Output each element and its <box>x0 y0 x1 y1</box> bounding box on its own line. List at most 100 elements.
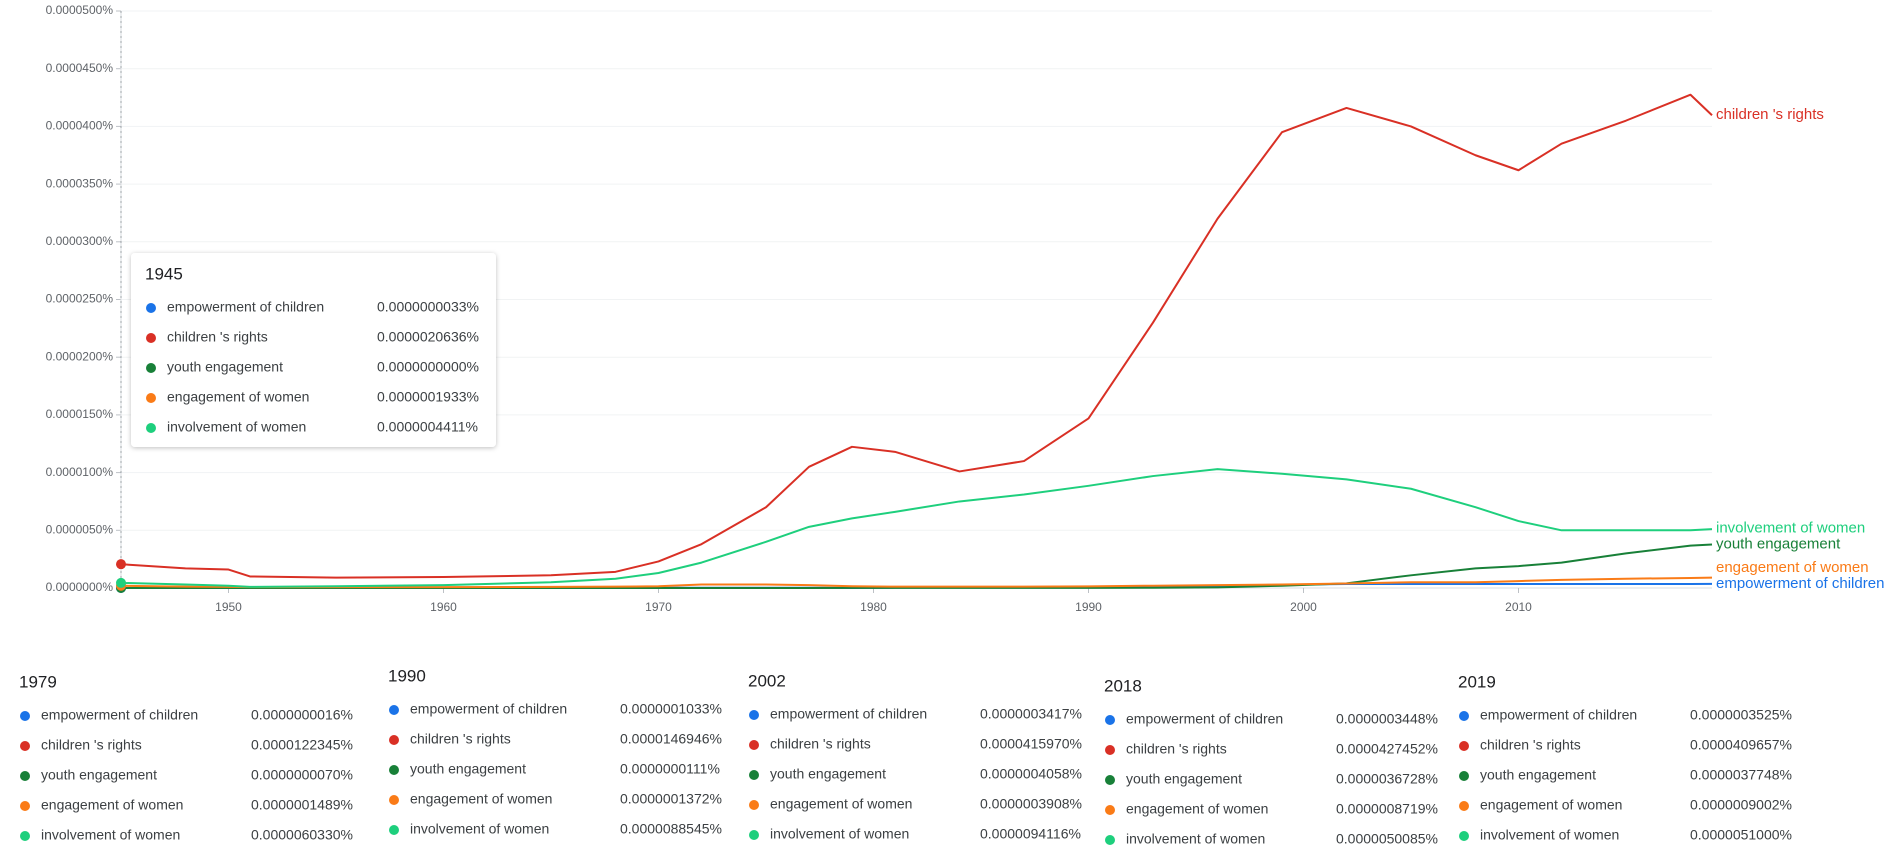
tooltip-value: 0.0000008719% <box>1336 801 1438 817</box>
tooltip-series-name: engagement of women <box>167 389 309 405</box>
tooltip-panel: 2002 empowerment of children 0.0000003417%… <box>748 671 1082 841</box>
tooltip-value: 0.0000051000% <box>1690 827 1792 843</box>
tooltip-swatch <box>20 711 30 721</box>
tooltip-panel: 2019 empowerment of children 0.0000003525%… <box>1458 672 1792 842</box>
tooltip-background <box>131 253 496 447</box>
tooltip-swatch <box>20 831 30 841</box>
tooltip-series-name: involvement of women <box>167 419 306 435</box>
tooltip-series-name: youth engagement <box>1480 767 1596 783</box>
tooltip-swatch <box>1459 831 1469 841</box>
tooltip-series-name: youth engagement <box>1126 771 1242 787</box>
tooltip-swatch <box>1105 775 1115 785</box>
tooltip-value: 0.0000088545% <box>620 821 722 837</box>
tooltip-series-name: youth engagement <box>770 766 886 782</box>
tooltip-series-name: empowerment of children <box>770 706 927 722</box>
series-line <box>120 468 1713 588</box>
x-tick-label: 1960 <box>430 600 457 614</box>
tooltip-swatch <box>146 363 156 373</box>
tooltip-year: 1945 <box>145 264 183 283</box>
tooltip-value: 0.0000001033% <box>620 701 722 717</box>
tooltip-series-name: involvement of women <box>41 827 180 843</box>
tooltip-value: 0.0000409657% <box>1690 737 1792 753</box>
tooltip-series-name: children 's rights <box>410 731 511 747</box>
tooltip-series-name: empowerment of children <box>410 701 567 717</box>
tooltip-swatch <box>1105 805 1115 815</box>
hover-dot <box>116 577 126 588</box>
series-end-label: children 's rights <box>1716 106 1824 123</box>
tooltip-series-name: children 's rights <box>41 737 142 753</box>
tooltip-swatch <box>749 770 759 780</box>
tooltip-series-name: involvement of women <box>770 826 909 842</box>
tooltip-value: 0.0000060330% <box>251 827 353 843</box>
x-tick-label: 2000 <box>1290 600 1317 614</box>
x-tick-label: 1990 <box>1075 600 1102 614</box>
tooltip-value: 0.0000001489% <box>251 797 353 813</box>
tooltip-value: 0.0000037748% <box>1690 767 1792 783</box>
tooltip-swatch <box>146 333 156 343</box>
tooltip-swatch <box>20 801 30 811</box>
tooltip-swatch <box>146 303 156 313</box>
hover-dot <box>116 559 126 570</box>
tooltip-value: 0.0000003417% <box>980 706 1082 722</box>
series-line <box>120 93 1713 579</box>
tooltip-swatch <box>146 393 156 403</box>
tooltip-panel: 1990 empowerment of children 0.0000001033%… <box>388 666 722 836</box>
y-tick-label: 0.0000200% <box>46 349 114 363</box>
tooltip-series-name: engagement of women <box>1126 801 1268 817</box>
y-tick-label: 0.0000150% <box>46 407 114 421</box>
tooltip-value: 0.0000000016% <box>251 707 353 723</box>
tooltip-value: 0.0000003908% <box>980 796 1082 812</box>
tooltip-year: 2018 <box>1104 676 1142 695</box>
tooltip-value: 0.0000009002% <box>1690 797 1792 813</box>
tooltip-value: 0.0000000000% <box>377 359 479 375</box>
tooltip-value: 0.0000094116% <box>980 826 1081 842</box>
tooltip-value: 0.0000122345% <box>251 737 353 753</box>
tooltip-card: 1945 empowerment of children 0.0000000033%… <box>131 253 496 447</box>
tooltip-value: 0.0000001372% <box>620 791 722 807</box>
tooltip-series-name: children 's rights <box>1480 737 1581 753</box>
tooltip-series-name: involvement of women <box>410 821 549 837</box>
tooltip-value: 0.0000036728% <box>1336 771 1438 787</box>
y-tick-label: 0.0000450% <box>46 61 114 75</box>
tooltip-series-name: children 's rights <box>167 329 268 345</box>
y-tick-label: 0.0000050% <box>46 522 114 536</box>
tooltip-swatch <box>1459 801 1469 811</box>
tooltip-series-name: engagement of women <box>770 796 912 812</box>
tooltip-series-name: youth engagement <box>41 767 157 783</box>
tooltip-series-name: engagement of women <box>410 791 552 807</box>
tooltip-series-name: empowerment of children <box>167 299 324 315</box>
tooltip-swatch <box>749 740 759 750</box>
tooltip-series-name: engagement of women <box>1480 797 1622 813</box>
tooltip-swatch <box>389 735 399 745</box>
tooltip-series-name: children 's rights <box>1126 741 1227 757</box>
tooltip-year: 2002 <box>748 671 786 690</box>
tooltip-swatch <box>389 795 399 805</box>
series-end-label: involvement of women <box>1716 519 1865 536</box>
tooltip-swatch <box>146 423 156 433</box>
tooltip-year: 2019 <box>1458 672 1496 691</box>
tooltip-panel: 1979 empowerment of children 0.0000000016%… <box>19 672 353 842</box>
y-tick-label: 0.0000250% <box>46 292 114 306</box>
x-tick-label: 1950 <box>215 600 242 614</box>
tooltip-value: 0.0000000111% <box>620 761 720 777</box>
tooltip-swatch <box>20 741 30 751</box>
tooltip-value: 0.0000427452% <box>1336 741 1438 757</box>
tooltip-value: 0.0000003525% <box>1690 707 1792 723</box>
tooltip-series-name: engagement of women <box>41 797 183 813</box>
tooltip-value: 0.0000146946% <box>620 731 722 747</box>
x-tick-label: 1970 <box>645 600 672 614</box>
tooltip-value: 0.0000000033% <box>377 299 479 315</box>
tooltip-series-name: children 's rights <box>770 736 871 752</box>
y-tick-label: 0.0000100% <box>46 465 114 479</box>
series-line <box>120 576 1713 589</box>
tooltip-swatch <box>749 710 759 720</box>
tooltip-swatch <box>1105 715 1115 725</box>
x-tick-label: 2010 <box>1505 600 1532 614</box>
x-tick-label: 1980 <box>860 600 887 614</box>
tooltip-series-name: involvement of women <box>1480 827 1619 843</box>
y-tick-label: 0.0000500% <box>46 3 114 17</box>
tooltip-value: 0.0000004411% <box>377 419 478 435</box>
tooltip-series-name: empowerment of children <box>1126 711 1283 727</box>
tooltip-swatch <box>389 705 399 715</box>
